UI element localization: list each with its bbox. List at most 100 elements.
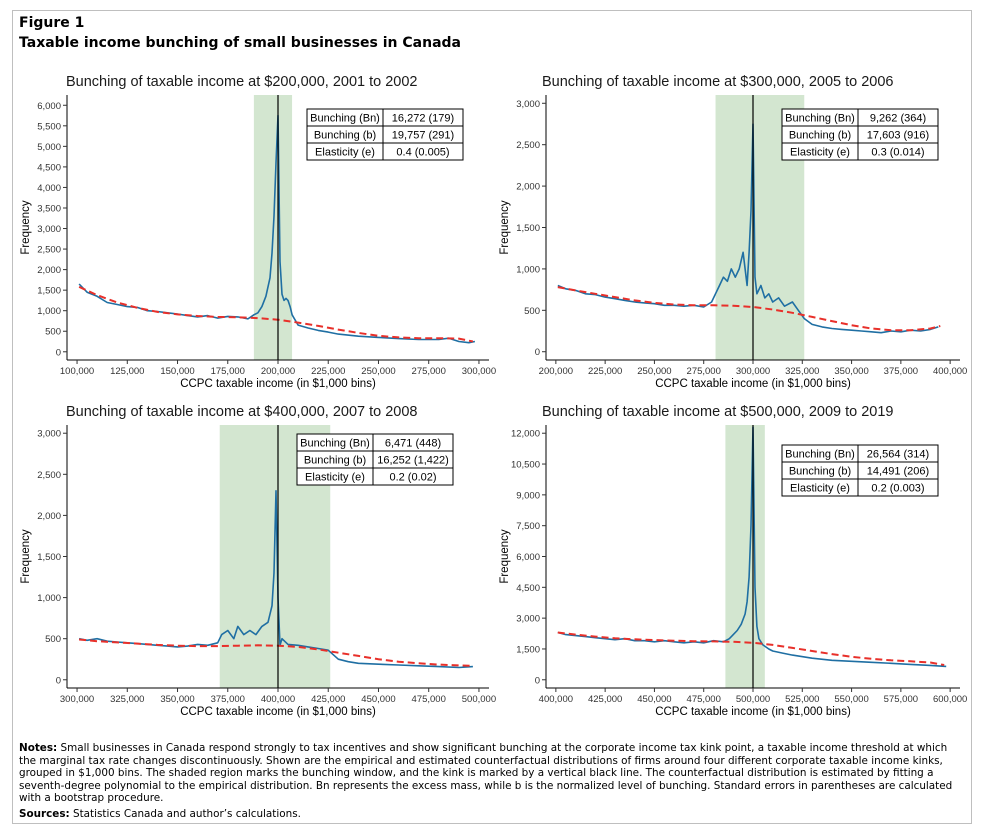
stats-label: Elasticity (e) bbox=[305, 472, 365, 484]
chart-panel-4: Bunching of taxable income at $500,000, … bbox=[499, 404, 967, 718]
y-tick-label: 2,500 bbox=[37, 245, 61, 256]
stats-label: Bunching (b) bbox=[789, 466, 851, 478]
notes-label: Notes: bbox=[19, 742, 58, 754]
x-tick-label: 575,000 bbox=[884, 694, 918, 705]
y-tick-label: 1,000 bbox=[516, 264, 540, 275]
x-axis-label: CCPC taxable income (in $1,000 bins) bbox=[180, 706, 376, 718]
y-tick-label: 3,500 bbox=[37, 203, 61, 214]
y-tick-label: 6,000 bbox=[37, 101, 61, 112]
x-tick-label: 400,000 bbox=[539, 694, 573, 705]
x-tick-label: 250,000 bbox=[361, 366, 395, 377]
y-tick-label: 2,500 bbox=[37, 470, 61, 481]
y-axis-label: Frequency bbox=[499, 529, 511, 584]
stats-label: Bunching (b) bbox=[314, 130, 376, 142]
y-tick-label: 3,000 bbox=[37, 429, 61, 440]
sources-text: Statistics Canada and author’s calculati… bbox=[73, 808, 301, 820]
y-tick-label: 1,000 bbox=[37, 593, 61, 604]
figure-notes: Notes: Small businesses in Canada respon… bbox=[19, 742, 964, 805]
y-tick-label: 3,000 bbox=[516, 614, 540, 625]
stats-cell bbox=[372, 467, 454, 486]
stats-value: 0.2 (0.02) bbox=[389, 472, 436, 484]
x-tick-label: 425,000 bbox=[311, 694, 345, 705]
x-tick-label: 225,000 bbox=[311, 366, 345, 377]
x-tick-label: 250,000 bbox=[637, 366, 671, 377]
y-tick-label: 500 bbox=[45, 327, 61, 338]
x-tick-label: 425,000 bbox=[588, 694, 622, 705]
x-tick-label: 400,000 bbox=[933, 366, 967, 377]
empirical-line bbox=[557, 123, 939, 334]
chart-title: Bunching of taxable income at $200,000, … bbox=[66, 74, 418, 90]
chart-panel-3: Bunching of taxable income at $400,000, … bbox=[20, 404, 496, 718]
x-tick-label: 300,000 bbox=[462, 366, 496, 377]
stats-label: Bunching (b) bbox=[789, 130, 851, 142]
x-tick-label: 200,000 bbox=[261, 366, 295, 377]
stats-cell bbox=[857, 478, 939, 497]
x-tick-label: 100,000 bbox=[60, 366, 94, 377]
y-tick-label: 0 bbox=[535, 347, 540, 358]
y-tick-label: 6,000 bbox=[516, 552, 540, 563]
stats-value: 6,471 (448) bbox=[385, 438, 441, 450]
stats-value: 0.2 (0.003) bbox=[871, 483, 924, 495]
y-tick-label: 10,500 bbox=[511, 460, 540, 471]
x-tick-label: 125,000 bbox=[110, 366, 144, 377]
x-tick-label: 500,000 bbox=[736, 694, 770, 705]
y-tick-label: 1,500 bbox=[516, 223, 540, 234]
x-tick-label: 475,000 bbox=[687, 694, 721, 705]
stats-label: Bunching (Bn) bbox=[300, 438, 370, 450]
x-tick-label: 525,000 bbox=[785, 694, 819, 705]
charts-canvas: Bunching of taxable income at $200,000, … bbox=[20, 74, 967, 718]
y-tick-label: 4,500 bbox=[37, 162, 61, 173]
x-tick-label: 550,000 bbox=[834, 694, 868, 705]
y-tick-label: 1,500 bbox=[37, 286, 61, 297]
y-tick-label: 500 bbox=[524, 306, 540, 317]
x-tick-label: 450,000 bbox=[361, 694, 395, 705]
y-tick-label: 12,000 bbox=[511, 429, 540, 440]
y-tick-label: 3,000 bbox=[37, 224, 61, 235]
stats-value: 9,262 (364) bbox=[870, 113, 926, 125]
y-tick-label: 1,000 bbox=[37, 306, 61, 317]
stats-cell bbox=[382, 142, 464, 161]
y-tick-label: 2,000 bbox=[37, 265, 61, 276]
y-axis-label: Frequency bbox=[20, 529, 32, 584]
stats-table: Bunching (Bn) 9,262 (364) Bunching (b) 17,6… bbox=[781, 108, 939, 161]
chart-title: Bunching of taxable income at $400,000, … bbox=[66, 404, 418, 420]
x-tick-label: 400,000 bbox=[261, 694, 295, 705]
x-tick-label: 600,000 bbox=[933, 694, 967, 705]
chart-panel-1: Bunching of taxable income at $200,000, … bbox=[20, 74, 496, 390]
figure-title: Taxable income bunching of small busines… bbox=[19, 35, 461, 51]
sources-label: Sources: bbox=[19, 808, 70, 820]
x-axis-label: CCPC taxable income (in $1,000 bins) bbox=[655, 706, 851, 718]
x-tick-label: 150,000 bbox=[160, 366, 194, 377]
y-tick-label: 0 bbox=[56, 675, 61, 686]
stats-cell bbox=[857, 142, 939, 161]
x-axis-label: CCPC taxable income (in $1,000 bins) bbox=[655, 378, 851, 390]
y-tick-label: 3,000 bbox=[516, 99, 540, 110]
y-tick-label: 2,000 bbox=[516, 182, 540, 193]
figure-label: Figure 1 bbox=[19, 15, 85, 31]
x-tick-label: 375,000 bbox=[211, 694, 245, 705]
stats-table: Bunching (Bn) 6,471 (448) Bunching (b) 16,2… bbox=[296, 433, 454, 486]
y-axis-label: Frequency bbox=[20, 200, 32, 255]
stats-label: Elasticity (e) bbox=[790, 483, 850, 495]
y-tick-label: 9,000 bbox=[516, 490, 540, 501]
x-tick-label: 300,000 bbox=[736, 366, 770, 377]
y-tick-label: 500 bbox=[45, 634, 61, 645]
y-tick-label: 5,500 bbox=[37, 121, 61, 132]
x-tick-label: 300,000 bbox=[60, 694, 94, 705]
stats-label: Bunching (Bn) bbox=[785, 113, 855, 125]
x-tick-label: 375,000 bbox=[884, 366, 918, 377]
figure-sources: Sources: Statistics Canada and author’s … bbox=[19, 808, 301, 820]
stats-label: Elasticity (e) bbox=[315, 147, 375, 159]
y-tick-label: 1,500 bbox=[516, 644, 540, 655]
counterfactual-line bbox=[557, 286, 941, 332]
y-tick-label: 7,500 bbox=[516, 521, 540, 532]
x-tick-label: 450,000 bbox=[637, 694, 671, 705]
stats-value: 19,757 (291) bbox=[392, 130, 454, 142]
y-tick-label: 2,500 bbox=[516, 140, 540, 151]
stats-value: 16,272 (179) bbox=[392, 113, 454, 125]
x-tick-label: 225,000 bbox=[588, 366, 622, 377]
x-axis-label: CCPC taxable income (in $1,000 bins) bbox=[180, 378, 376, 390]
x-tick-label: 175,000 bbox=[211, 366, 245, 377]
y-tick-label: 5,000 bbox=[37, 142, 61, 153]
stats-value: 16,252 (1,422) bbox=[377, 455, 449, 467]
